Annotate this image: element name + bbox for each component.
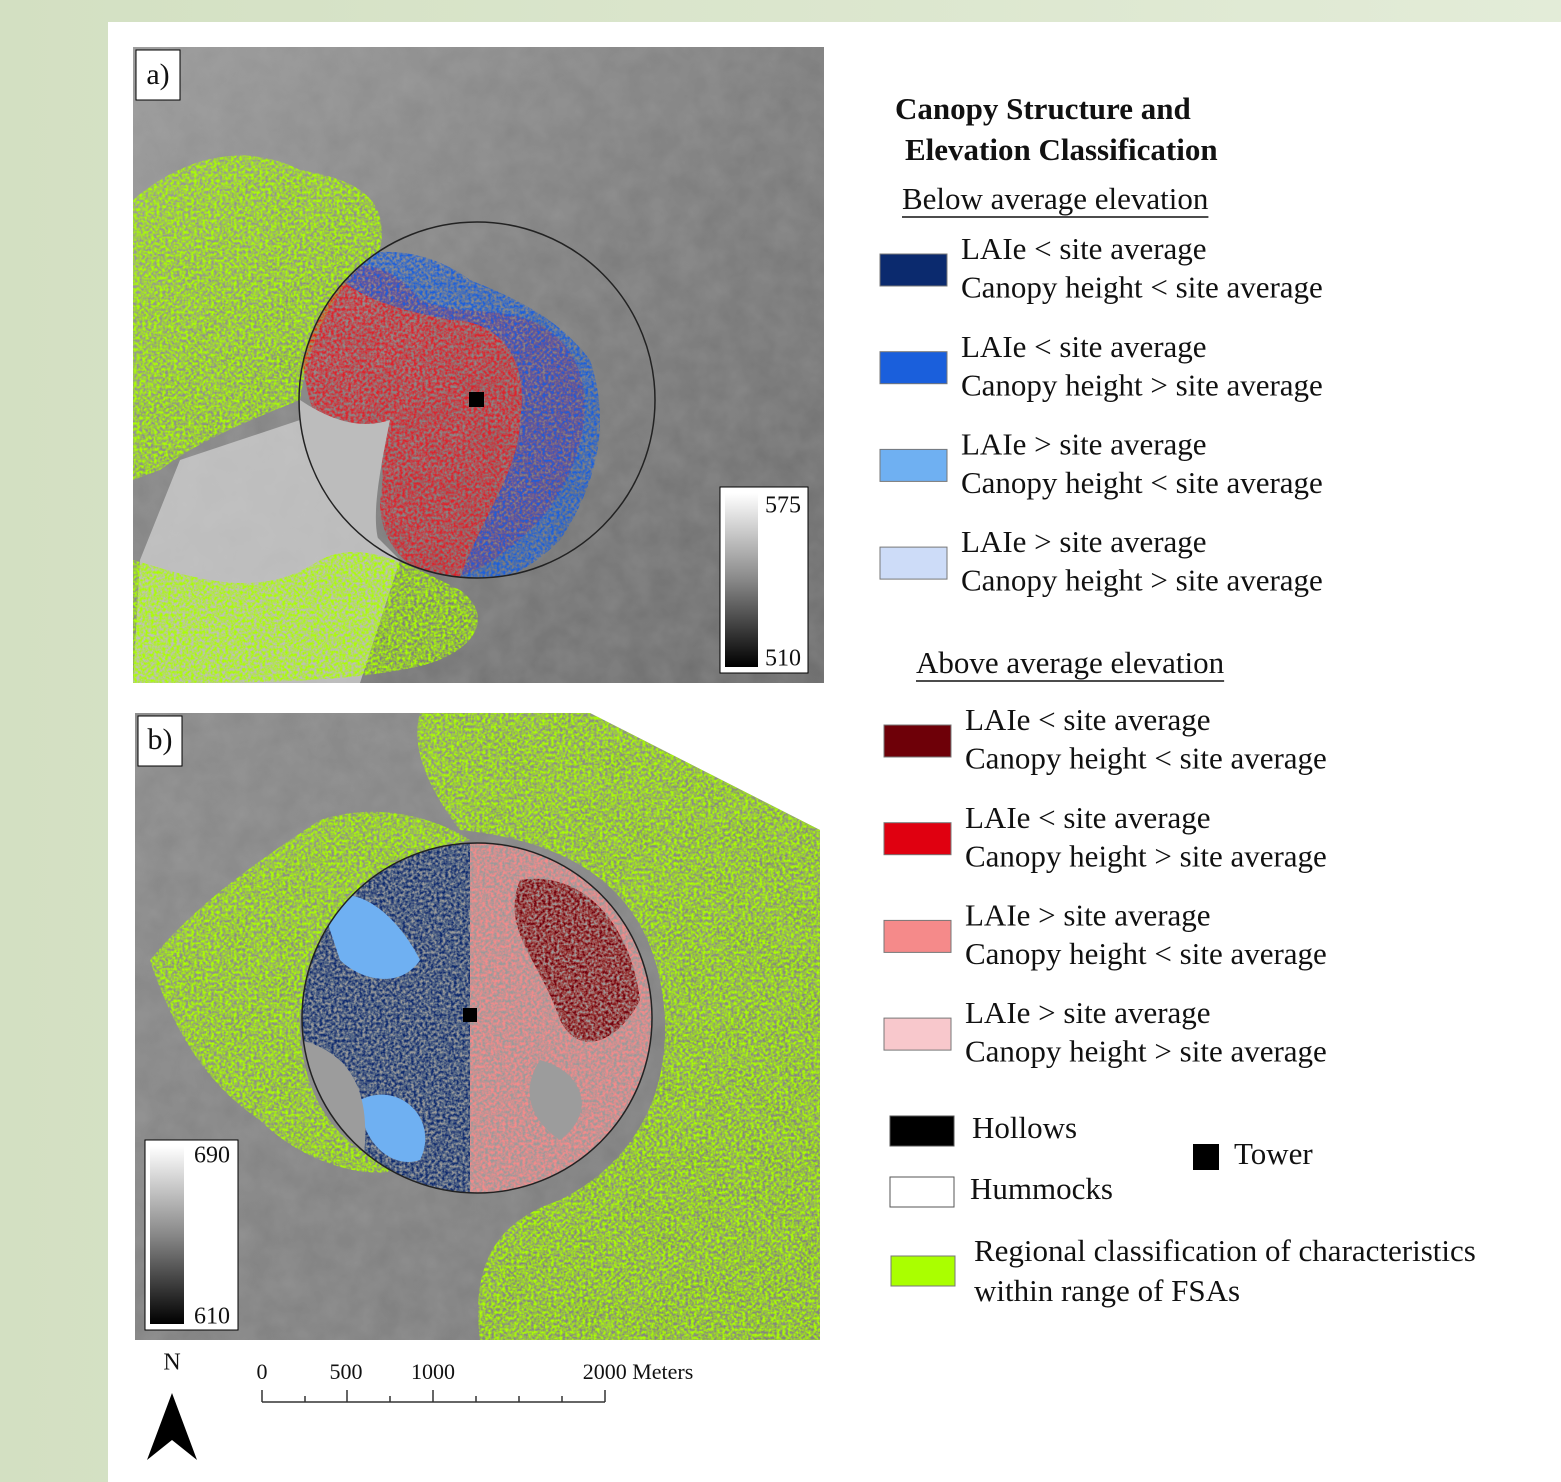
green-patch	[150, 811, 470, 1173]
legend-swatch	[883, 724, 952, 758]
legend-label: Canopy height < site average	[961, 465, 1323, 500]
elevation-max: 690	[194, 1143, 230, 1169]
scale-label: 500	[330, 1359, 363, 1384]
scale-label: 1000	[411, 1359, 455, 1384]
tower-symbol	[1193, 1144, 1219, 1170]
regional-green	[150, 713, 820, 1340]
legend-swatch	[889, 1115, 955, 1147]
legend-label: LAIe < site average	[965, 702, 1211, 737]
legend-swatch	[879, 546, 948, 580]
legend-label: LAIe < site average	[961, 231, 1207, 266]
legend-title: Elevation Classification	[905, 132, 1218, 167]
regional-green	[133, 155, 478, 683]
blue-classes	[330, 251, 601, 578]
scale-label: 0	[257, 1359, 268, 1384]
label-box	[137, 715, 183, 767]
north-label: N	[163, 1350, 180, 1376]
legend-label: within range of FSAs	[974, 1273, 1240, 1308]
map-label: a)	[146, 58, 169, 91]
legend-label: Hollows	[972, 1110, 1077, 1145]
legend-swatch	[889, 1176, 955, 1208]
legend-label: Canopy height > site average	[961, 563, 1323, 598]
green-patch	[417, 713, 820, 1340]
green-patch	[133, 551, 478, 683]
legend-label: Tower	[1234, 1136, 1313, 1171]
group-heading: Above average elevation	[916, 645, 1225, 680]
legend-label: Regional classification of characteristi…	[974, 1233, 1476, 1268]
legend-label: LAIe > site average	[965, 995, 1211, 1030]
map-b	[135, 713, 820, 1340]
elevation-min: 610	[194, 1304, 230, 1330]
legend-swatch	[890, 1255, 956, 1287]
tower-marker	[463, 1008, 477, 1022]
dark-red-class	[514, 878, 640, 1042]
legend-label: LAIe > site average	[965, 898, 1211, 933]
legend-swatch	[879, 448, 948, 482]
fsa-circle	[298, 221, 656, 579]
light-blue-class	[320, 894, 426, 1162]
legend-label: Canopy height > site average	[965, 838, 1327, 873]
legend: Below average elevation LAIe < site avera…	[879, 181, 1476, 1308]
scale-bar	[261, 1390, 606, 1403]
legend-label: Canopy height < site average	[965, 936, 1327, 971]
group-heading: Below average elevation	[902, 181, 1209, 216]
fsa-circle	[301, 842, 653, 1194]
legend-label: LAIe < site average	[961, 329, 1207, 364]
elevation-bar	[725, 493, 758, 667]
map-a	[133, 47, 824, 683]
legend-swatch	[879, 253, 948, 287]
elevation-min: 510	[765, 646, 801, 672]
legend-label: LAIe < site average	[965, 800, 1211, 835]
map-label: b)	[148, 723, 173, 756]
label-box	[135, 49, 181, 101]
scale-label: 2000 Meters	[583, 1359, 694, 1384]
elevation-bar	[150, 1146, 184, 1324]
tower-marker	[469, 392, 484, 407]
legend-label: Canopy height < site average	[961, 270, 1323, 305]
legend-swatch	[883, 1017, 952, 1051]
legend-swatch	[883, 822, 952, 856]
legend-label: Canopy height > site average	[961, 367, 1323, 402]
green-patch	[133, 155, 382, 481]
legend-label: LAIe > site average	[961, 524, 1207, 559]
legend-swatch	[883, 919, 952, 953]
legend-label: Canopy height < site average	[965, 741, 1327, 776]
legend-swatch	[879, 351, 948, 385]
legend-label: LAIe > site average	[961, 427, 1207, 462]
legend-label: Hummocks	[970, 1171, 1113, 1206]
elevation-max: 575	[765, 493, 801, 519]
legend-title: Canopy Structure and	[895, 91, 1191, 126]
north-arrow	[147, 1393, 197, 1460]
legend-label: Canopy height > site average	[965, 1034, 1327, 1069]
